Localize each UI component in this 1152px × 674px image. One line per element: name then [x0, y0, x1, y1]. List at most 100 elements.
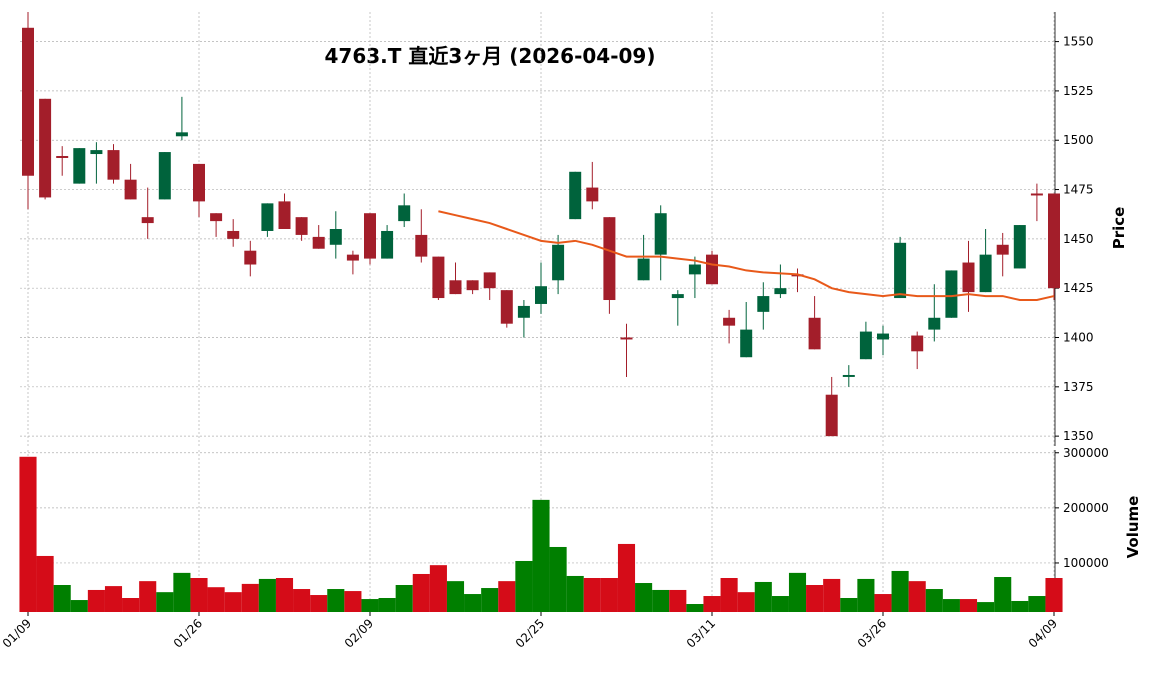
- volume-bar: [87, 589, 105, 612]
- volume-bar: [1045, 578, 1063, 612]
- candle-body: [603, 217, 616, 301]
- volume-bar: [806, 585, 824, 612]
- candle-body: [22, 27, 34, 176]
- candle-body: [141, 217, 154, 224]
- volume-bar: [122, 598, 140, 612]
- candle-body: [996, 244, 1009, 255]
- candle-body: [911, 335, 924, 352]
- volume-bar: [224, 592, 242, 612]
- candle-body: [432, 256, 445, 299]
- candle-body: [637, 258, 650, 281]
- candle-body: [928, 317, 941, 330]
- volume-bar: [173, 572, 191, 612]
- volume-bar: [600, 578, 618, 612]
- candle-body: [757, 296, 770, 312]
- volume-bar: [617, 543, 636, 612]
- x-tick-label: 01/26: [171, 616, 205, 650]
- volume-bar: [344, 591, 362, 612]
- volume-bar: [481, 588, 499, 612]
- volume-bar: [703, 596, 721, 612]
- chart-title: 4763.T 直近3ヶ月 (2026-04-09): [325, 44, 656, 68]
- y-tick-label: 1550: [1063, 35, 1094, 49]
- volume-bar: [652, 589, 670, 612]
- volume-bar: [446, 581, 465, 612]
- volume-bar: [720, 578, 738, 612]
- volume-tick-label: 300000: [1063, 446, 1109, 460]
- x-tick-label: 02/25: [513, 616, 547, 650]
- y-tick-label: 1425: [1063, 281, 1094, 295]
- candle-body: [329, 229, 342, 245]
- volume-bar: [942, 599, 960, 612]
- candle-body: [569, 171, 582, 220]
- candle-body: [945, 270, 958, 318]
- candle-body: [466, 280, 479, 291]
- volume-bar: [583, 578, 601, 612]
- volume-bar: [1028, 596, 1046, 612]
- candle-body: [962, 262, 975, 293]
- volume-bar: [190, 578, 208, 612]
- candle-body: [381, 230, 394, 259]
- volume-bar: [207, 587, 225, 612]
- volume-bar: [19, 456, 37, 612]
- candle-body: [688, 264, 701, 275]
- volume-bar: [669, 589, 687, 612]
- x-tick-label: 03/11: [684, 616, 718, 650]
- volume-bar: [361, 599, 379, 612]
- y-tick-label: 1350: [1063, 429, 1094, 443]
- candle-body: [517, 305, 530, 318]
- candle-body: [90, 150, 103, 155]
- volume-bar: [310, 595, 328, 612]
- x-tick-label: 03/26: [855, 616, 889, 650]
- candle-body: [552, 244, 565, 281]
- volume-bar: [994, 577, 1012, 612]
- volume-bar: [532, 499, 550, 612]
- volume-axis-label: Volume: [1124, 496, 1142, 559]
- candle-body: [1030, 193, 1043, 196]
- candle-body: [894, 242, 907, 299]
- volume-bar: [464, 594, 482, 612]
- volume-bar: [275, 578, 294, 612]
- volume-bar: [378, 598, 396, 612]
- candle-body: [227, 230, 240, 239]
- volume-bar: [857, 578, 875, 612]
- candle-body: [706, 254, 718, 285]
- candle-body: [73, 148, 86, 184]
- y-tick-label: 1400: [1063, 331, 1094, 345]
- candle-body: [825, 394, 838, 437]
- volume-bar: [139, 581, 157, 612]
- y-tick-label: 1525: [1063, 84, 1094, 98]
- candle-body: [842, 374, 855, 377]
- volume-bar: [241, 583, 259, 612]
- volume-bar: [686, 604, 704, 612]
- volume-bar: [498, 581, 516, 612]
- volume-bar: [959, 599, 978, 612]
- volume-bar: [412, 573, 430, 612]
- volume-bar: [429, 565, 447, 612]
- volume-bar: [737, 592, 755, 612]
- volume-bar: [566, 575, 584, 612]
- candle-body: [740, 329, 753, 358]
- candle-body: [808, 317, 821, 350]
- y-tick-label: 1450: [1063, 232, 1094, 246]
- volume-bar: [908, 581, 926, 612]
- x-tick-label: 04/09: [1026, 616, 1060, 650]
- y-tick-label: 1500: [1063, 133, 1094, 147]
- volume-bar: [771, 596, 789, 612]
- volume-bar: [635, 583, 653, 612]
- y-axis-label: Price: [1110, 207, 1128, 250]
- volume-bar: [891, 570, 909, 612]
- volume-bar: [156, 592, 174, 612]
- volume-bar: [293, 589, 311, 612]
- candle-body: [1013, 225, 1026, 269]
- candle-body: [278, 201, 291, 229]
- volume-bar: [977, 602, 995, 612]
- candle-body: [859, 331, 872, 360]
- candle-body: [175, 132, 188, 137]
- volume-bar: [754, 581, 772, 612]
- volume-bar: [874, 594, 892, 612]
- candle-body: [398, 205, 411, 222]
- volume-bar: [925, 589, 943, 612]
- moving-average-line: [438, 210, 1055, 302]
- candle-body: [449, 280, 462, 295]
- candle-body: [158, 152, 171, 200]
